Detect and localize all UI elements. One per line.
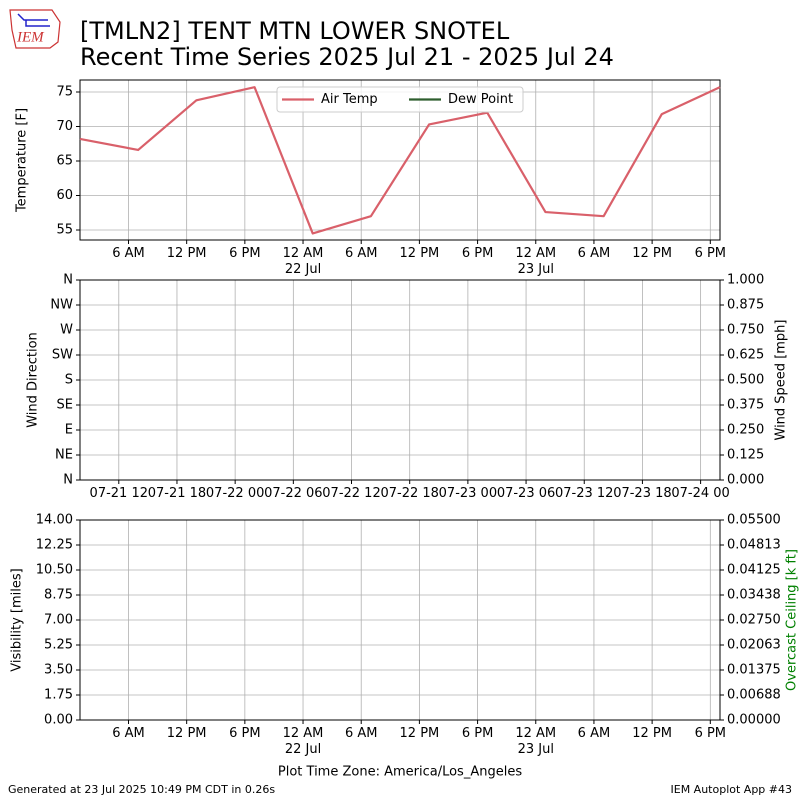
x-tick-label: 6 PM [461,246,494,261]
x-tick-label: 07-22 18 [380,486,439,501]
x-tick-label: 12 PM [166,246,207,261]
y2-tick-label: 0.01375 [727,663,781,678]
y2-tick-label: 0.04125 [727,563,781,578]
plot-frame [79,79,721,241]
x-tick-label: 6 PM [694,246,727,261]
x-tick-label: 6 AM [577,726,611,741]
x-tick-label: 6 AM [344,726,378,741]
y-tick-label: N [63,473,73,488]
y2-tick-label: 0.03438 [727,588,781,603]
x-tick-label: 12 AM 22 Jul [282,726,324,757]
legend-box [276,86,524,113]
x-tick-label: 07-21 18 [147,486,207,501]
y-tick-label: NW [50,298,73,313]
y-tick-label: W [60,323,73,338]
y-tick-label: 14.00 [36,513,73,528]
x-tick-label: 6 PM [694,726,727,741]
x-tick-label: 07-22 06 [264,486,323,501]
x-tick-label: 6 PM [229,726,261,741]
y-tick-label: 12.25 [36,538,73,553]
x-tick-label: 6 PM [229,246,261,261]
logo-outline [9,9,61,49]
y-tick-label: 7.00 [44,613,73,628]
x-axis-label: Plot Time Zone: America/Los_Angeles [278,765,522,780]
x-tick-label: 07-23 00 [438,486,498,501]
y-tick-label: N [63,273,73,288]
y-axis-label: Visibility [miles] [10,568,25,671]
y2-tick-label: 0.02063 [727,638,781,653]
y2-tick-label: 0.02750 [727,613,781,628]
y2-tick-label: 1.000 [727,273,764,288]
x-tick-label: 6 AM [344,246,378,261]
y2-tick-label: 0.05500 [727,513,781,528]
y2-tick-label: 0.500 [727,373,764,388]
y2-tick-label: 0.00688 [727,688,781,703]
y-tick-label: 70 [56,119,73,134]
logo-mark [17,13,50,27]
y-tick-label: 8.75 [44,588,73,603]
x-tick-label: 6 PM [461,726,494,741]
y2-axis-label: Wind Speed [mph] [774,320,789,441]
y-tick-label: 75 [56,85,73,100]
x-tick-label: 12 PM [166,726,207,741]
plot-frame [79,519,721,721]
title: [TMLN2] TENT MTN LOWER SNOTEL [80,17,510,45]
y2-tick-label: 0.750 [727,323,764,338]
y2-tick-label: 0.875 [727,298,764,313]
x-tick-label: 6 AM [112,726,145,741]
y-tick-label: 55 [56,222,73,237]
y2-axis-label: Overcast Ceiling [k ft] [785,549,800,691]
y-tick-label: NE [55,448,73,463]
x-tick-label: 07-22 12 [322,486,381,501]
footer-left: Generated at 23 Jul 2025 10:49 PM CDT in… [8,783,275,796]
y-axis-label: Temperature [F] [15,108,30,213]
x-tick-label: 12 PM [632,246,672,261]
x-tick-label: 12 PM [399,726,440,741]
y2-tick-label: 0.04813 [727,538,781,553]
x-tick-label: 07-23 18 [613,486,672,501]
y-tick-label: S [65,373,73,388]
y-tick-label: 0.00 [44,713,73,728]
logo: IEM [9,9,61,49]
y2-tick-label: 0.375 [727,398,764,413]
x-tick-label: 07-23 06 [496,486,556,501]
y-tick-label: E [65,423,73,438]
y2-tick-label: 0.125 [727,448,764,463]
series-line [79,86,721,235]
y-tick-label: 65 [56,154,73,169]
legend-label: Dew Point [448,92,513,107]
x-tick-label: 07-21 12 [89,486,149,501]
y-tick-label: SW [52,348,73,363]
x-tick-label: 12 PM [399,246,440,261]
y-tick-label: 10.50 [36,563,73,578]
logo-text: IEM [16,29,45,45]
y-tick-label: 60 [56,188,73,203]
x-tick-label: 07-23 12 [555,486,614,501]
x-tick-label: 12 PM [632,726,672,741]
y2-tick-label: 0.250 [727,423,764,438]
y-tick-label: 3.50 [44,663,73,678]
x-tick-label: 12 AM 23 Jul [515,246,557,277]
footer-right: IEM Autoplot App #43 [671,783,793,796]
subtitle: Recent Time Series 2025 Jul 21 - 2025 Ju… [80,43,614,71]
y-tick-label: SE [57,398,73,413]
x-tick-label: 07-24 00 [671,486,730,501]
plot-frame [79,279,721,481]
y2-tick-label: 0.625 [727,348,764,363]
x-tick-label: 07-22 00 [205,486,265,501]
y2-tick-label: 0.000 [727,473,764,488]
x-tick-label: 12 AM 23 Jul [515,726,557,757]
legend-label: Air Temp [321,92,378,107]
y2-tick-label: 0.00000 [727,713,781,728]
x-tick-label: 6 AM [112,246,145,261]
y-tick-label: 1.75 [44,688,73,703]
y-axis-label: Wind Direction [26,332,41,428]
x-tick-label: 6 AM [577,246,611,261]
x-tick-label: 12 AM 22 Jul [282,246,324,277]
y-tick-label: 5.25 [44,638,73,653]
